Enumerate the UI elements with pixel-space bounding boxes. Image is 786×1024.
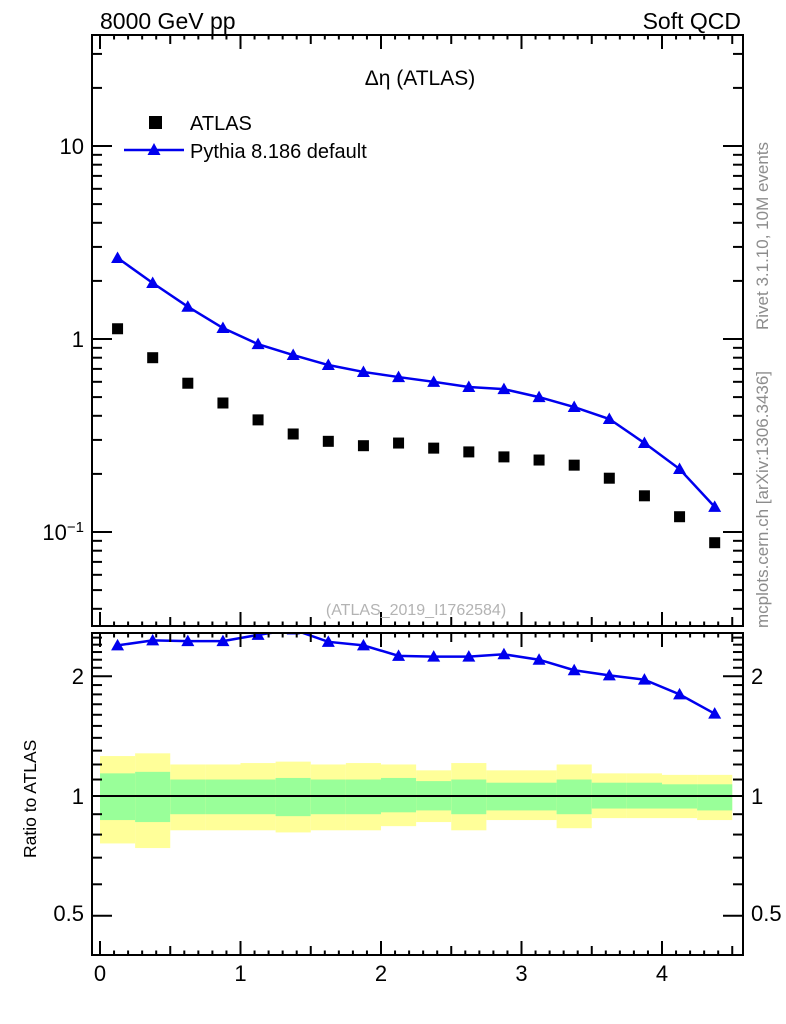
- analysis-watermark: (ATLAS_2019_I1762584): [326, 602, 506, 619]
- pythia-point: [251, 337, 265, 350]
- pythia-point: [462, 380, 476, 393]
- pythia-point: [673, 462, 687, 475]
- atlas-point: [357, 440, 369, 452]
- ratio-curve: [117, 634, 716, 715]
- band-1sigma-bin: [275, 777, 311, 817]
- ratio-y-left-2: 2: [72, 664, 84, 689]
- pythia-point: [181, 300, 195, 312]
- main-panel-frame: [91, 34, 744, 627]
- ratio-point: [708, 707, 722, 719]
- ratio-point: [462, 650, 476, 662]
- ratio-panel-frame: [91, 632, 744, 956]
- legend-atlas-marker: [149, 116, 162, 129]
- ratio-point: [216, 634, 230, 647]
- pythia-point: [637, 436, 651, 449]
- pythia-point: [286, 348, 300, 361]
- ratio-point: [602, 668, 616, 681]
- ratio-point: [497, 647, 511, 660]
- atlas-point: [568, 459, 580, 471]
- ratio-point: [146, 634, 160, 646]
- pythia-point: [602, 412, 616, 425]
- atlas-point: [147, 352, 159, 364]
- band-1sigma-bin: [697, 784, 733, 811]
- ratio-series: [111, 634, 722, 719]
- pythia-point: [146, 276, 160, 289]
- ratio-y-axis-title: Ratio to ATLAS: [20, 740, 40, 858]
- atlas-point: [393, 437, 405, 449]
- atlas-point: [674, 511, 686, 523]
- atlas-point: [603, 472, 615, 484]
- x-label-0: 0: [94, 961, 106, 986]
- atlas-point: [533, 454, 545, 466]
- pythia-point: [532, 390, 546, 403]
- atlas-point: [463, 446, 475, 458]
- ratio-point: [356, 638, 370, 651]
- ratio-point: [181, 634, 195, 647]
- pythia-point: [321, 358, 335, 371]
- main-series: [111, 251, 722, 549]
- main-y-label-0p1: 10−1: [42, 519, 84, 545]
- ratio-point: [111, 638, 125, 651]
- atlas-point: [112, 323, 124, 335]
- atlas-point: [638, 490, 650, 502]
- ratio-y-left-1: 1: [72, 784, 84, 809]
- x-label-4: 4: [656, 961, 668, 986]
- x-label-2: 2: [375, 961, 387, 986]
- x-label-3: 3: [515, 961, 527, 986]
- header-process-group: Soft QCD: [643, 8, 741, 34]
- atlas-point: [498, 451, 510, 463]
- pythia-point: [497, 382, 511, 395]
- mcplots-arxiv-caption: mcplots.cern.ch [arXiv:1306.3436]: [753, 371, 772, 628]
- atlas-point: [217, 397, 229, 409]
- main-y-label-10: 10: [60, 134, 84, 159]
- plot-title: Δη (ATLAS): [365, 67, 476, 90]
- pythia-point: [567, 400, 581, 413]
- atlas-point: [428, 442, 440, 454]
- ratio-point: [637, 673, 651, 685]
- legend-atlas-label: ATLAS: [190, 113, 252, 135]
- atlas-point: [182, 377, 194, 389]
- pythia-curve: [116, 256, 716, 508]
- pythia-point: [427, 375, 441, 387]
- ratio-point: [321, 635, 335, 647]
- ratio-uncertainty-bands: [100, 753, 733, 849]
- atlas-point: [709, 537, 721, 549]
- ratio-point: [567, 663, 581, 676]
- atlas-point: [252, 414, 264, 426]
- legend-pythia-marker: [147, 143, 161, 155]
- pythia-point: [356, 365, 370, 377]
- ratio-y-right-1: 1: [751, 784, 763, 809]
- ratio-y-left-0p5: 0.5: [53, 901, 84, 926]
- atlas-point: [287, 428, 299, 440]
- pythia-point: [392, 370, 406, 383]
- atlas-point: [322, 435, 334, 447]
- header-beam-energy: 8000 GeV pp: [100, 8, 236, 34]
- pythia-point: [111, 251, 125, 263]
- x-label-1: 1: [234, 961, 246, 986]
- ratio-point: [392, 649, 406, 661]
- rivet-version-caption: Rivet 3.1.10, 10M events: [753, 142, 772, 330]
- legend-pythia-label: Pythia 8.186 default: [190, 141, 367, 163]
- ratio-point: [427, 650, 441, 662]
- main-y-label-1: 1: [72, 327, 84, 352]
- pythia-point: [708, 500, 722, 512]
- legend: ATLAS Pythia 8.186 default: [124, 113, 367, 163]
- ratio-y-right-2: 2: [751, 664, 763, 689]
- ratio-y-right-0p5: 0.5: [751, 901, 782, 926]
- ratio-point: [532, 653, 546, 665]
- ratio-point: [673, 687, 687, 700]
- pythia-point: [216, 321, 230, 334]
